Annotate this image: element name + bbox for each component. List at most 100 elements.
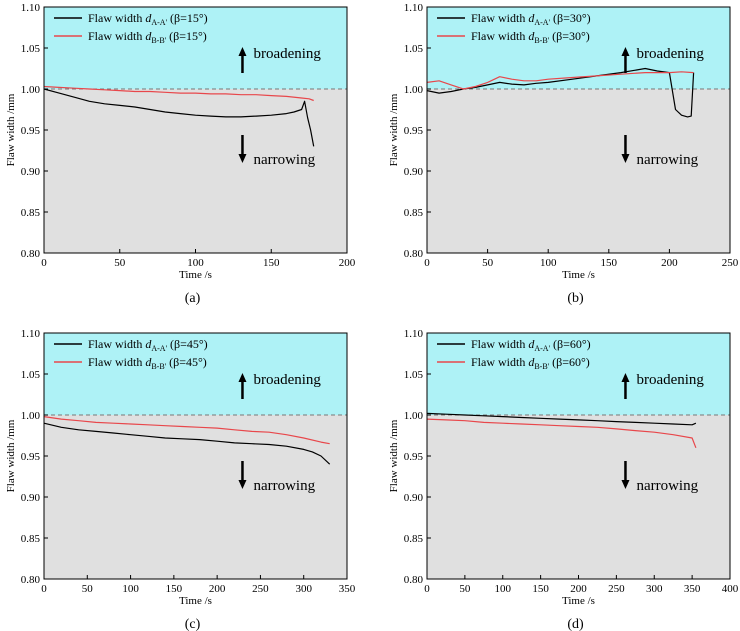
y-tick-label: 1.10: [21, 328, 41, 340]
legend-label: Flaw width dA-A' (β=45°): [88, 337, 208, 353]
legend-label: Flaw width dB-B' (β=60°): [471, 355, 590, 371]
legend-entry-b-b: Flaw width dB-B' (β=30°): [437, 29, 590, 45]
narrowing-label: narrowing: [636, 478, 698, 494]
narrowing-region: [427, 89, 730, 253]
y-axis-label: Flaw width /mm: [5, 93, 17, 166]
narrowing-annotation: narrowing: [621, 461, 699, 494]
narrowing-region: [44, 415, 347, 579]
y-tick-label: 0.95: [404, 125, 424, 137]
y-tick-label: 0.95: [21, 125, 41, 137]
legend-entry-b-b: Flaw width dB-B' (β=15°): [54, 29, 207, 45]
narrowing-annotation: narrowing: [238, 135, 316, 168]
legend-entry-a-a: Flaw width dA-A' (β=60°): [437, 337, 591, 353]
legend-label: Flaw width dA-A' (β=15°): [88, 11, 208, 27]
series-line-a-a: [43, 422, 331, 465]
x-axis-label: Time /s: [562, 269, 595, 281]
narrowing-annotation: narrowing: [621, 135, 699, 168]
legend-entry-a-a: Flaw width dA-A' (β=30°): [437, 11, 591, 27]
x-tick-label: 150: [263, 257, 280, 269]
series-line-a-a: [43, 88, 315, 147]
legend-label: Flaw width dB-B' (β=15°): [88, 29, 207, 45]
legend-entry-b-b: Flaw width dB-B' (β=45°): [54, 355, 207, 371]
panel-c: 0.80 0.85 0.90 0.95 1.00 1.05 1.10 0 50 100 150 200…: [5, 328, 356, 631]
x-tick-label: 100: [122, 583, 139, 595]
series-line-b-b: [426, 418, 697, 449]
legend-label: Flaw width dA-A' (β=30°): [471, 11, 591, 27]
broadening-annotation: broadening: [621, 372, 704, 399]
broadening-label: broadening: [636, 372, 704, 388]
panel-a: 0.80 0.85 0.90 0.95 1.00 1.05 1.10 0 50 100 150 200…: [5, 2, 356, 306]
y-tick-label: 1.05: [404, 369, 424, 381]
series-line-a-a: [426, 412, 697, 426]
y-tick-label: 1.05: [21, 43, 41, 55]
x-tick-label: 0: [41, 583, 47, 595]
y-axis-label: Flaw width /mm: [388, 93, 400, 166]
series-line-b-b: [43, 416, 330, 445]
x-tick-label: 150: [532, 583, 549, 595]
y-tick-label: 1.05: [21, 369, 41, 381]
x-tick-label: 200: [570, 583, 587, 595]
y-tick-label: 0.95: [21, 451, 41, 463]
x-tick-label: 200: [209, 583, 226, 595]
narrowing-label: narrowing: [636, 152, 698, 168]
arrow-down-icon-head: [621, 480, 630, 489]
broadening-annotation: broadening: [238, 46, 321, 73]
broadening-label: broadening: [636, 46, 704, 62]
panel-label: (b): [567, 291, 584, 306]
broadening-region: [44, 333, 347, 415]
arrow-up-icon-head: [238, 373, 247, 382]
x-tick-label: 250: [722, 257, 739, 269]
broadening-region: [427, 333, 730, 415]
y-tick-label: 1.10: [21, 2, 41, 14]
narrowing-label: narrowing: [253, 478, 315, 494]
narrowing-region: [427, 415, 730, 579]
broadening-annotation: broadening: [621, 46, 704, 73]
x-tick-label: 0: [424, 257, 430, 269]
y-axis-label: Flaw width /mm: [5, 419, 17, 492]
arrow-down-icon-head: [621, 154, 630, 163]
arrow-up-icon-head: [238, 47, 247, 56]
broadening-region: [427, 7, 730, 89]
x-tick-label: 350: [684, 583, 701, 595]
x-tick-label: 300: [646, 583, 663, 595]
broadening-label: broadening: [253, 46, 321, 62]
y-tick-label: 1.10: [404, 2, 424, 14]
x-tick-label: 50: [482, 257, 494, 269]
x-tick-label: 400: [722, 583, 739, 595]
y-tick-label: 1.05: [404, 43, 424, 55]
x-tick-label: 250: [252, 583, 269, 595]
x-tick-label: 250: [608, 583, 625, 595]
x-tick-label: 100: [187, 257, 204, 269]
y-tick-label: 1.00: [21, 410, 41, 422]
y-axis-label: Flaw width /mm: [388, 419, 400, 492]
panel-label: (c): [185, 617, 201, 631]
legend-entry-a-a: Flaw width dA-A' (β=15°): [54, 11, 208, 27]
narrowing-label: narrowing: [253, 152, 315, 168]
x-tick-label: 0: [41, 257, 47, 269]
y-tick-label: 0.80: [404, 248, 424, 260]
x-tick-label: 350: [339, 583, 356, 595]
narrowing-region: [44, 89, 347, 253]
y-tick-label: 0.90: [21, 492, 41, 504]
legend-entry-a-a: Flaw width dA-A' (β=45°): [54, 337, 208, 353]
series-line-b-b: [426, 71, 694, 90]
x-tick-label: 200: [339, 257, 356, 269]
x-axis-label: Time /s: [179, 269, 212, 281]
y-tick-label: 0.85: [404, 207, 424, 219]
broadening-region: [44, 7, 347, 89]
panel-label: (a): [185, 291, 201, 306]
y-tick-label: 0.90: [404, 492, 424, 504]
x-tick-label: 50: [82, 583, 94, 595]
panel-d: 0.80 0.85 0.90 0.95 1.00 1.05 1.10 0 50 100 150 200…: [388, 328, 739, 631]
legend-label: Flaw width dB-B' (β=30°): [471, 29, 590, 45]
y-tick-label: 0.95: [404, 451, 424, 463]
y-tick-label: 0.85: [404, 533, 424, 545]
arrow-down-icon-head: [238, 154, 247, 163]
y-tick-label: 1.00: [21, 84, 41, 96]
x-tick-label: 200: [661, 257, 678, 269]
x-tick-label: 100: [540, 257, 557, 269]
x-tick-label: 50: [459, 583, 471, 595]
y-tick-label: 0.90: [404, 166, 424, 178]
x-tick-label: 100: [495, 583, 512, 595]
